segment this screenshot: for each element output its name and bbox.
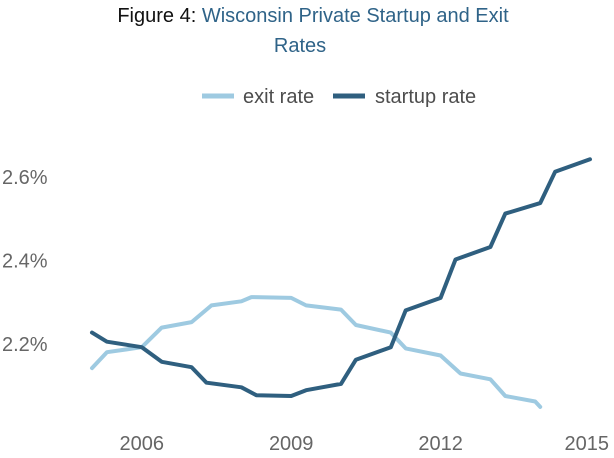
chart-title-prefix: Figure 4: <box>117 5 196 27</box>
plot-area <box>90 157 592 409</box>
legend-label: exit rate <box>243 86 314 108</box>
chart-title-text: Wisconsin Private Startup and Exit <box>202 5 509 27</box>
x-tick-label: 2006 <box>120 433 165 455</box>
chart-title-line-2: Rates <box>274 35 326 57</box>
series-line-startup-rate <box>90 157 592 398</box>
y-tick-label: 2.6% <box>2 167 48 189</box>
legend: exit rate startup rate <box>202 86 476 108</box>
y-tick-label: 2.4% <box>2 251 48 273</box>
legend-label: startup rate <box>375 86 476 108</box>
x-tick-label: 2015 <box>565 433 610 455</box>
x-tick-label: 2012 <box>418 433 463 455</box>
y-axis: 2.2% 2.4% 2.6% <box>2 167 48 356</box>
series-line-exit-rate <box>90 295 543 409</box>
y-tick-label: 2.2% <box>2 334 48 356</box>
x-axis: 2006 2009 2012 2015 <box>120 433 609 455</box>
chart-title-line-1: Figure 4: Wisconsin Private Startup and … <box>117 5 509 27</box>
x-tick-label: 2009 <box>269 433 314 455</box>
